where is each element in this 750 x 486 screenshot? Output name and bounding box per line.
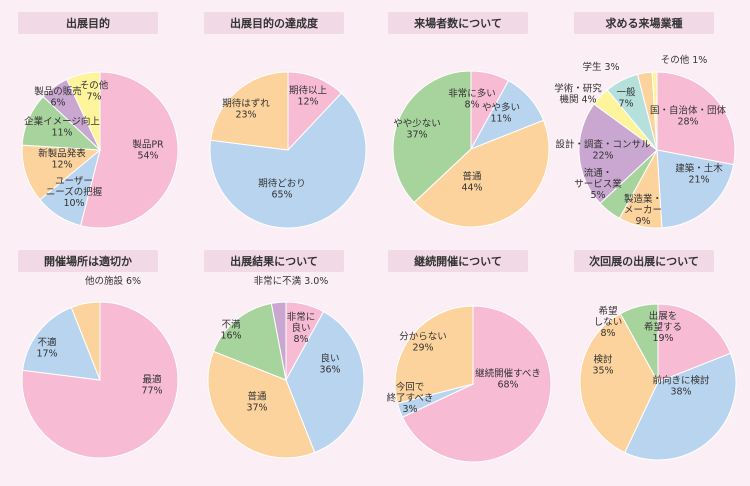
pie-slice-8-3 — [579, 312, 659, 454]
slice-label-6-4: 不満 16% — [220, 320, 241, 342]
chart-title: 出展目的 — [18, 12, 158, 34]
slice-label-8-1: 出展を希望する 19% — [644, 310, 682, 344]
pie-slice-1-6 — [66, 71, 101, 151]
pie-slice-1-1 — [79, 71, 179, 229]
slice-label-2-1: 期待以上 12% — [289, 85, 328, 108]
pie-chart-svg-5: 最適 77% 不適 17% 他の施設 6% — [21, 275, 179, 459]
slice-label-4-7: 一般 7% — [616, 87, 636, 110]
slice-label-4-2: 建築・土木 21% — [675, 163, 723, 186]
pie-chart-1: 製品PR 54% ユーザーニーズの把握 10% 新製品発表 12% 企業イメージ向上 11% 製… — [0, 12, 179, 248]
slice-label-1-6: その他 7% — [80, 80, 109, 103]
slice-label-2-3: 期待はずれ 23% — [222, 98, 270, 121]
slice-label-4-1: 国・自治体・団体 28% — [650, 105, 727, 128]
chart-title: 次回展の出展について — [574, 250, 714, 272]
pie-chart-2: 期待以上 12% 期待どおり 65% 期待はずれ 23% 出展目的の達成度 — [186, 12, 367, 248]
slice-label-5-1: 最適 77% — [141, 374, 162, 397]
chart-title: 出展目的の達成度 — [204, 12, 344, 34]
slice-label-8-4: 希望しない 8% — [594, 305, 623, 339]
pie-slice-6-3 — [207, 350, 316, 459]
pie-slice-4-2 — [656, 149, 735, 229]
slice-label-2-2: 期待どおり 65% — [258, 178, 306, 201]
pie-chart-7: 継続開催すべき 68% 今回で終了すべき 3% 分からない 29% 継続開催について — [370, 250, 552, 486]
pie-chart-svg-8: 出展を希望する 19% 前向きに検討 38% 検討 35% 希望しない 8% — [579, 303, 737, 461]
pie-slice-3-4 — [392, 70, 472, 204]
pie-chart-4: 国・自治体・団体 28% 建築・土木 21% 製造業・メーカー 9% 流通・サービス業 5% 設… — [554, 12, 736, 248]
slice-label-1-3: 新製品発表 12% — [38, 148, 86, 171]
slice-label-6-2: 良い 36% — [319, 353, 340, 376]
pie-slice-3-3 — [413, 119, 550, 228]
slice-label-4-4: 流通・サービス業 5% — [574, 167, 622, 201]
pie-slice-4-5 — [578, 103, 658, 205]
slice-label-3-2: やや多い 11% — [482, 102, 520, 125]
pie-chart-svg-4: 国・自治体・団体 28% 建築・土木 21% 製造業・メーカー 9%流通・サービス業 5% 設… — [554, 54, 736, 229]
pie-chart-svg-2: 期待以上 12% 期待どおり 65% 期待はずれ 23% — [209, 71, 367, 229]
slice-label-3-4: やや少ない 37% — [393, 119, 441, 141]
slice-label-7-2: 今回で終了すべき 3% — [387, 381, 434, 415]
pie-slice-8-4 — [619, 303, 659, 383]
pie-chart-8: 出展を希望する 19% 前向きに検討 38% 検討 35% 希望しない 8% 次回展の出展につい… — [556, 250, 737, 486]
pie-slice-5-2 — [22, 306, 101, 381]
slice-label-6-5: 非常に不満 3.0% — [254, 275, 329, 287]
pie-slice-2-3 — [210, 71, 289, 151]
slice-label-7-1: 継続開催すべき 68% — [475, 368, 541, 391]
pie-slice-5-3 — [70, 301, 101, 381]
pie-slice-2-2 — [209, 92, 367, 229]
pie-chart-svg-6: 非常に良い 8%良い 36% 普通 37% 不満 16% 非常に不満 3.0% — [207, 275, 365, 459]
chart-title: 来場者数について — [388, 12, 528, 34]
slice-label-7-3: 分からない 29% — [399, 332, 447, 354]
pie-slice-6-2 — [285, 310, 365, 454]
pie-slice-8-2 — [624, 352, 737, 461]
pie-slice-7-3 — [394, 305, 474, 405]
pie-chart-svg-7: 継続開催すべき 68% 今回で終了すべき 3% 分からない 29% — [387, 305, 552, 463]
slice-label-4-5: 設計・調査・コンサル 22% — [555, 139, 651, 162]
slice-label-1-2: ユーザーニーズの把握 10% — [46, 176, 103, 209]
slice-label-3-3: 普通 44% — [461, 171, 482, 194]
pie-slice-4-1 — [656, 71, 736, 166]
slice-label-6-1: 非常に良い 8% — [287, 311, 316, 345]
chart-title: 出展結果について — [204, 250, 344, 272]
pie-chart-6: 非常に良い 8% 良い 36% 普通 37% 不満 16% 非常に不満 3.0% 出展結果について — [186, 250, 365, 486]
pie-chart-3: 非常に多い 8% やや多い 11% 普通 44% やや少ない 37% 来場者数について — [370, 12, 550, 248]
slice-label-4-8: 学生 3% — [582, 61, 619, 73]
slice-label-8-2: 前向きに検討 38% — [652, 375, 710, 398]
pie-slice-6-4 — [212, 302, 287, 381]
slice-label-5-3: 他の施設 6% — [85, 275, 141, 287]
pie-chart-svg-3: 非常に多い 8% やや多い 11% 普通 44% やや少ない 37% — [392, 70, 550, 228]
slice-label-1-1: 製品PR 54% — [132, 139, 164, 162]
slice-label-4-9: その他 1% — [661, 54, 708, 66]
pie-chart-svg-1: 製品PR 54% ユーザーニーズの把握 10% 新製品発表 12% 企業イメージ向上 11% 製… — [21, 71, 179, 229]
slice-label-1-5: 製品の販売 6% — [34, 86, 82, 109]
pie-chart-5: 最適 77% 不適 17% 他の施設 6% 開催場所は適切か — [0, 250, 179, 486]
slice-label-4-3: 製造業・メーカー 9% — [624, 193, 662, 227]
slice-label-1-4: 企業イメージ向上 11% — [24, 116, 100, 139]
slice-label-5-2: 不適 17% — [36, 337, 57, 360]
pie-slice-4-9 — [651, 71, 658, 151]
chart-title: 求める来場業種 — [574, 12, 714, 34]
pie-slice-6-5 — [270, 301, 287, 381]
pie-chart-grid: 製品PR 54% ユーザーニーズの把握 10% 新製品発表 12% 企業イメージ向上 11% 製… — [0, 12, 737, 463]
chart-title: 開催場所は適切か — [18, 250, 158, 272]
slice-label-4-6: 学術・研究機関 4% — [554, 83, 602, 106]
pie-slice-7-1 — [401, 305, 552, 463]
slice-label-3-1: 非常に多い 8% — [448, 88, 496, 111]
slice-label-8-3: 検討 35% — [592, 354, 613, 377]
slice-label-6-3: 普通 37% — [246, 391, 267, 414]
chart-title: 継続開催について — [388, 250, 528, 272]
pie-slice-8-1 — [657, 303, 732, 383]
